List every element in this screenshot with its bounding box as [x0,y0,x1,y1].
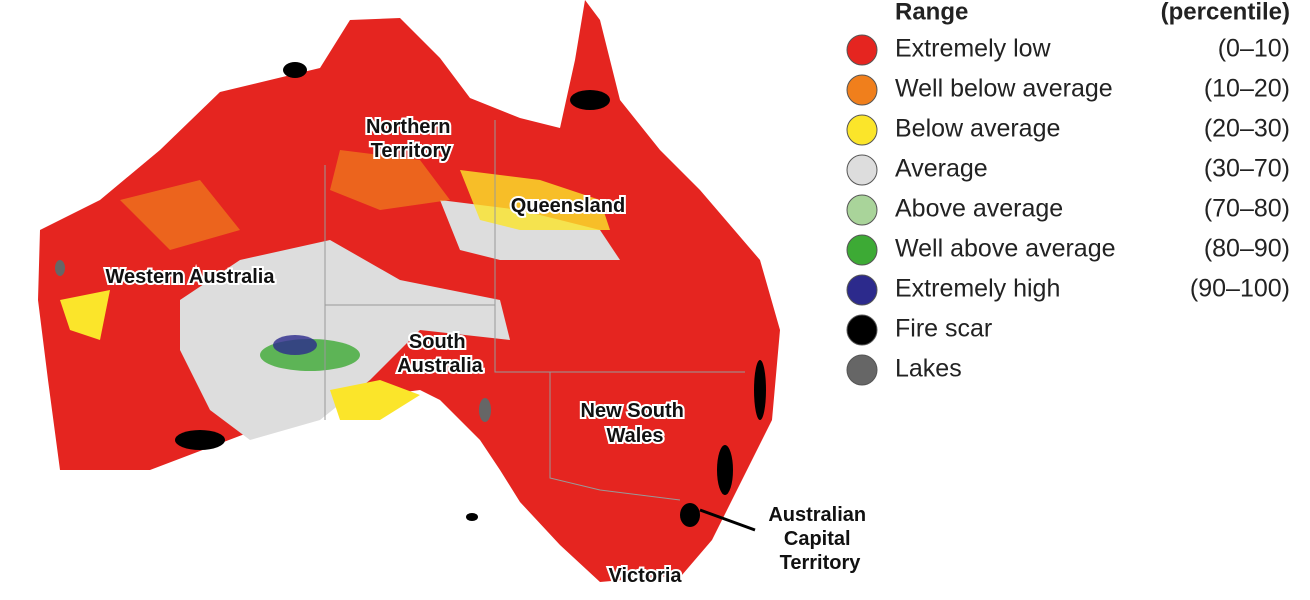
label-line: Wales [606,425,663,447]
legend-title: Range [895,0,968,25]
label-line: Territory [371,140,453,162]
extremely-high-area [273,335,317,355]
label-line: Territory [780,552,862,574]
act-leader [699,508,756,532]
legend-range: (90–100) [1190,275,1290,303]
legend-swatch [846,354,878,386]
label-line: Australia [397,355,483,377]
region-labels: Northern Territory Queensland Western Au… [104,114,871,589]
region-label: Victoria [609,565,683,587]
legend-swatch [846,114,878,146]
legend-swatch [846,34,878,66]
region-label: Australian Capital Territory [768,504,871,574]
fire-scar [754,360,766,420]
legend-label: Well above average [895,235,1116,263]
legend-range: (0–10) [1218,35,1290,63]
below-average-area [460,170,610,230]
lake [479,398,491,422]
region-label: Queensland [511,195,625,217]
legend-range: (70–80) [1204,195,1290,223]
legend-swatch [846,154,878,186]
legend-swatch [846,74,878,106]
well-below-average-area [120,180,240,250]
fire-scar [680,503,700,527]
legend-range: (10–20) [1204,75,1290,103]
border [494,305,745,373]
legend-label: Fire scar [895,315,992,343]
well-below-average-area [330,150,450,210]
legend-label: Above average [895,195,1063,223]
label-line: Australian [768,504,866,526]
region-label: Western Australia [106,266,276,288]
legend-swatch [846,274,878,306]
state-borders [324,120,745,501]
fire-scar [283,62,307,78]
region-label: New South Wales [581,400,690,447]
label-line: New South [581,400,684,422]
below-average-area [330,380,420,420]
fire-scar [717,445,733,495]
legend-label: Extremely low [895,35,1052,63]
fire-scars [175,62,766,527]
region-label: South Australia [397,331,483,377]
legend-range: (20–30) [1204,115,1290,143]
legend-label: Average [895,155,988,183]
legend-label: Lakes [895,355,962,383]
border [549,372,681,501]
fire-scar [570,90,610,110]
region-label: Northern Territory [366,116,456,162]
legend-label: Well below average [895,75,1113,103]
legend-swatch [846,314,878,346]
legend-label: Below average [895,115,1060,143]
legend-range: (30–70) [1204,155,1290,183]
legend-swatch [846,234,878,266]
label-line: Northern [366,116,450,138]
below-average-area [60,290,110,340]
legend-range: (80–90) [1204,235,1290,263]
average-area [180,240,510,440]
legend: Range (percentile) Extremely low (0–10) We… [846,0,1290,386]
australia-map [38,0,780,582]
legend-label: Extremely high [895,275,1060,303]
legend-swatch [846,194,878,226]
label-line: South [409,331,466,353]
fire-scar [175,430,225,450]
lake [55,260,65,276]
fire-scar [466,513,478,521]
legend-unit: (percentile) [1161,0,1290,25]
label-line: Capital [784,528,851,550]
